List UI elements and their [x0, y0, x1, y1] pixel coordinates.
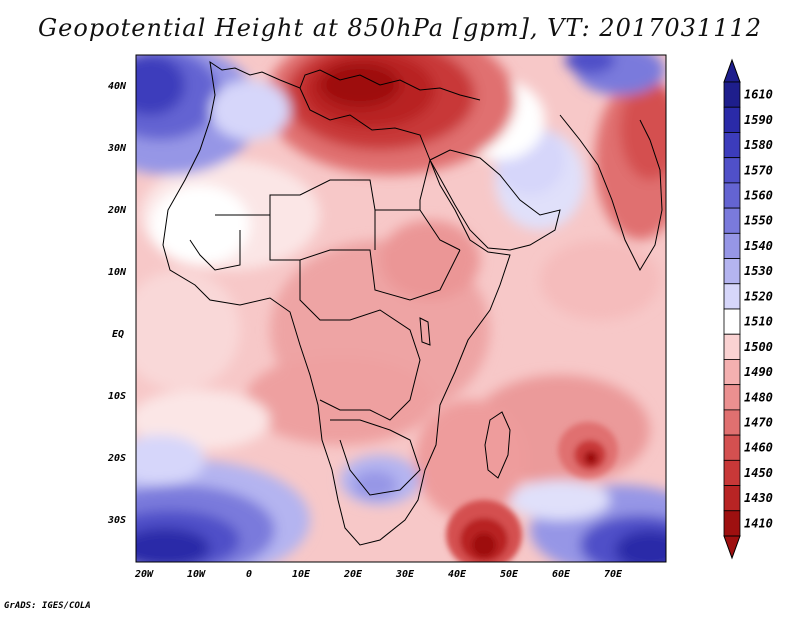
colorbar-swatch [723, 258, 741, 285]
lat-label-30s: 30S [107, 515, 126, 526]
colorbar-swatch [723, 459, 741, 486]
lat-label-40n: 40N [108, 81, 127, 92]
colorbar-swatch [723, 333, 741, 360]
grads-credit: GrADS: IGES/COLA [4, 601, 91, 611]
colorbar-top-arrow [723, 58, 741, 83]
colorbar-label: 1460 [744, 441, 773, 455]
colorbar: 1610 1590 1580 1570 1560 1550 1540 1530 1520 1510… [723, 58, 773, 560]
lat-label-eq: EQ [112, 329, 124, 340]
colorbar-label: 1500 [744, 340, 773, 354]
height-field [136, 55, 666, 562]
lon-label-20w: 20W [134, 569, 154, 580]
colorbar-label: 1540 [744, 239, 773, 253]
lat-label-20s: 20S [107, 453, 126, 464]
colorbar-label: 1530 [744, 264, 773, 278]
lat-label-10s: 10S [108, 391, 126, 402]
colorbar-swatch [723, 106, 741, 133]
plot-frame [135, 54, 667, 563]
lon-label-60e: 60E [552, 569, 571, 580]
colorbar-label: 1510 [744, 315, 773, 329]
colorbar-label: 1490 [744, 365, 773, 379]
lat-label-10n: 10N [108, 267, 127, 278]
colorbar-label: 1570 [744, 163, 773, 177]
colorbar-swatch [723, 485, 741, 512]
colorbar-swatch [723, 232, 741, 259]
coastlines [162, 60, 663, 546]
colorbar-swatch [723, 359, 741, 386]
lon-label-70e: 70E [604, 569, 623, 580]
colorbar-label: 1610 [744, 88, 773, 102]
colorbar-swatch [723, 81, 741, 108]
lon-label-10w: 10W [187, 569, 206, 580]
colorbar-swatch [723, 409, 741, 436]
map-title: Geopotential Height at 850hPa [gpm], VT:… [38, 14, 762, 42]
lon-label-40e: 40E [448, 569, 467, 580]
lat-label-30n: 30N [107, 143, 127, 154]
colorbar-swatch [723, 132, 741, 159]
colorbar-swatch [723, 384, 741, 411]
colorbar-label: 1580 [744, 138, 773, 152]
colorbar-label: 1590 [744, 113, 773, 127]
colorbar-swatch [723, 157, 741, 184]
colorbar-swatch [723, 207, 741, 234]
colorbar-swatch [723, 308, 741, 335]
colorbar-label: 1480 [744, 390, 773, 404]
lon-label-0: 0 [246, 569, 252, 580]
colorbar-swatch [723, 182, 741, 209]
colorbar-swatch [723, 510, 741, 537]
colorbar-label: 1560 [744, 189, 773, 203]
lat-label-20n: 20N [107, 205, 127, 216]
colorbar-label: 1550 [744, 214, 773, 228]
lon-label-50e: 50E [500, 569, 519, 580]
colorbar-swatch [723, 283, 741, 310]
colorbar-label: 1430 [744, 491, 773, 505]
colorbar-label: 1410 [744, 516, 773, 530]
colorbar-swatch [723, 434, 741, 461]
colorbar-label: 1470 [744, 416, 773, 430]
lon-label-20e: 20E [343, 569, 363, 580]
colorbar-label: 1450 [744, 466, 773, 480]
lon-labels: 20W 10W 0 10E 20E 30E 40E 50E 60E 70E [134, 569, 623, 580]
colorbar-label: 1520 [744, 289, 773, 303]
lon-label-10e: 10E [292, 569, 311, 580]
colorbar-bottom-arrow [723, 535, 741, 560]
lat-labels: 40N 30N 20N 10N EQ 10S 20S 30S [107, 81, 127, 526]
lon-label-30e: 30E [395, 569, 415, 580]
